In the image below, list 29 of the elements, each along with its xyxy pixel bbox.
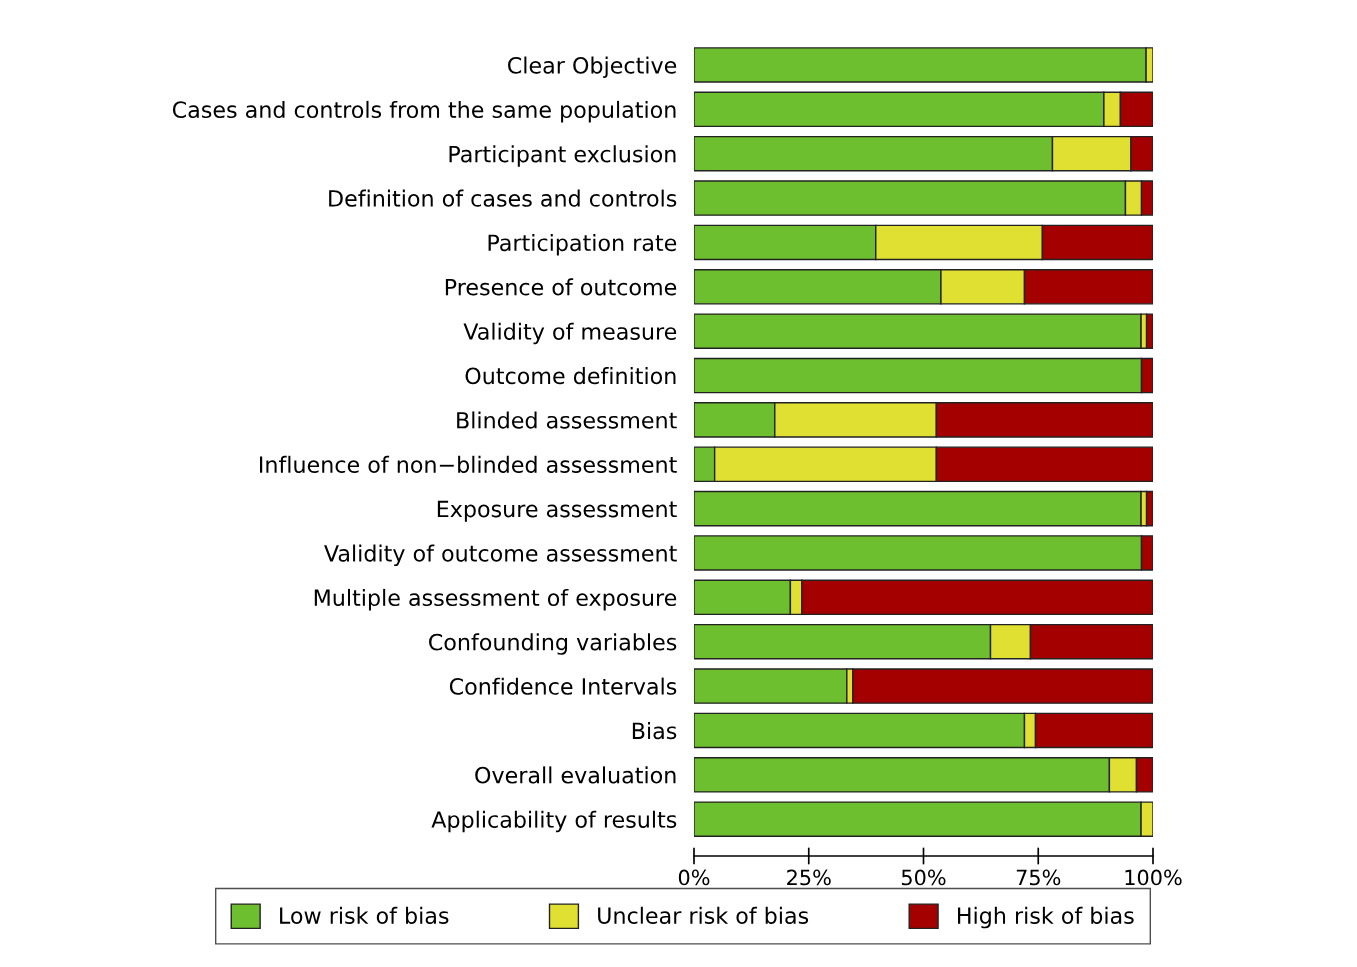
y-tick-label: Participant exclusion: [449, 145, 676, 167]
bar: [694, 313, 1142, 349]
y-tick-label: Participation rate: [488, 233, 677, 256]
y-tick-label: Confidence Intervals: [449, 677, 677, 695]
y-tick-label: Definition of cases and controls: [329, 189, 677, 207]
y-tick-label: Applicability of results: [431, 810, 677, 833]
y-tick-label: Clear Objective: [508, 56, 677, 79]
y-tick-label: Validity of measure: [463, 322, 677, 345]
legend-label: High risk of bias: [958, 906, 1134, 929]
bar: [694, 668, 848, 704]
x-tick-label: 0%: [678, 869, 710, 886]
y-tick-label: Blinded assessment: [457, 411, 677, 429]
y-tick-label: Cases and controls from the same population: [172, 100, 676, 123]
y-tick-label: Presence of outcome: [445, 278, 677, 296]
bar: [694, 490, 1142, 527]
y-tick-label: Multiple assessment of exposure: [314, 588, 677, 611]
y-tick-label: Validity of outcome assessment: [324, 544, 677, 567]
y-tick-label: Bias: [632, 722, 677, 740]
y-tick-label: Overall evaluation: [475, 766, 676, 784]
y-tick-label: Influence of non−blinded assessment: [260, 455, 677, 474]
x-tick-label: 100%: [1125, 869, 1182, 886]
y-tick-label: Confounding variables: [429, 633, 677, 655]
y-tick-label: Exposure assessment: [437, 500, 677, 522]
legend-label: Low risk of bias: [280, 906, 449, 924]
legend-label: Unclear risk of bias: [598, 906, 809, 924]
y-tick-label: Outcome definition: [465, 367, 676, 385]
x-tick-label: 25%: [787, 869, 831, 886]
x-tick-label: 50%: [901, 869, 946, 886]
x-tick-label: 75%: [1016, 869, 1061, 886]
